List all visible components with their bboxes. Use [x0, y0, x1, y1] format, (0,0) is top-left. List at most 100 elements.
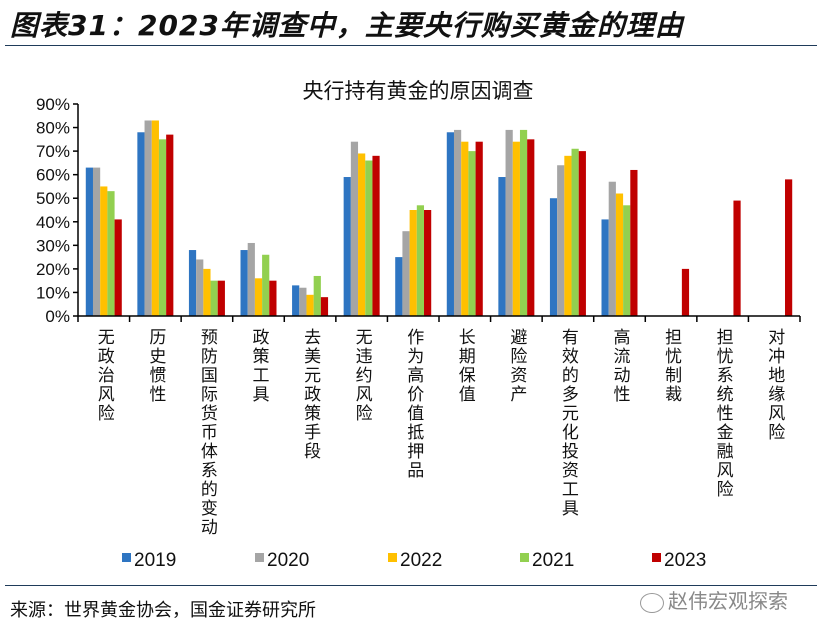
bar-2019	[446, 132, 454, 316]
x-category-label: 避险资产	[506, 328, 527, 404]
bar-2023	[320, 297, 329, 316]
bar-2022	[306, 294, 314, 316]
y-tick-label: 80%	[36, 119, 70, 138]
bar-2022	[254, 278, 263, 316]
bar-2022	[151, 120, 159, 316]
wechat-icon	[640, 592, 664, 613]
figure-title: 图表31：2023年调查中，主要央行购买黄金的理由	[10, 9, 684, 42]
x-category-label: 作为高价值抵押品	[403, 328, 424, 480]
legend-swatch-2023	[652, 553, 661, 562]
bar-2022	[203, 268, 211, 316]
watermark: 赵伟宏观探索	[640, 585, 788, 614]
bar-2023	[269, 280, 277, 316]
bar-2021	[107, 191, 115, 316]
bar-2020	[144, 120, 152, 316]
bar-2023	[578, 151, 586, 316]
bar-2022	[409, 210, 417, 316]
bar-2020	[557, 165, 565, 316]
bar-2020	[608, 181, 616, 316]
bar-2022	[564, 155, 572, 316]
legend-label: 2020	[267, 550, 309, 571]
chart-title: 央行持有黄金的原因调查	[303, 79, 534, 103]
watermark-text: 赵伟宏观探索	[668, 589, 788, 613]
y-tick-label: 70%	[36, 142, 70, 161]
bar-2021	[210, 280, 218, 316]
y-tick-label: 40%	[36, 213, 70, 232]
y-tick-label: 10%	[36, 283, 70, 302]
x-category-label: 对冲地缘风险	[764, 328, 785, 442]
legend-label: 2022	[400, 550, 442, 571]
x-category-label: 无违约风险	[352, 328, 373, 423]
y-tick-label: 90%	[36, 95, 70, 114]
legend-swatch-2021	[520, 553, 529, 562]
bar-2020	[92, 167, 101, 316]
source-note: 来源：世界黄金协会，国金证券研究所	[10, 600, 316, 621]
x-category-label: 担忧制裁	[661, 328, 682, 404]
x-category-label: 政策工具	[249, 328, 270, 404]
bar-2023	[681, 268, 690, 316]
legend-swatch-2020	[255, 553, 264, 562]
bar-2019	[188, 250, 197, 316]
bar-2020	[299, 287, 307, 316]
bar-2022	[512, 141, 520, 316]
legend-label: 2019	[134, 550, 176, 571]
bar-2023	[630, 169, 638, 316]
bar-2021	[365, 160, 373, 316]
legend-label: 2021	[532, 550, 574, 571]
x-category-label: 去美元政策手段	[300, 328, 321, 461]
x-category-label: 高流动性	[610, 328, 631, 404]
x-axis: 无政治风险 历史惯性 预防国际货币体系的变动 政策工具 去美元政策手段 无违约风险 作为高价…	[77, 315, 801, 537]
legend-swatch-2019	[122, 553, 131, 562]
bar-2023	[733, 200, 741, 316]
legend-label: 2023	[664, 550, 706, 571]
y-tick-label: 20%	[36, 260, 70, 279]
bar-2020	[247, 242, 255, 316]
bar-2021	[519, 129, 528, 316]
y-tick-label: 60%	[36, 166, 70, 185]
bar-2019	[85, 167, 93, 316]
bar-2019	[240, 250, 248, 316]
bar-2020	[196, 259, 204, 316]
x-category-label: 有效的多元化投资工具	[558, 328, 579, 518]
bar-2023	[527, 139, 535, 316]
bar-2020	[350, 141, 359, 316]
bar-2019	[292, 285, 300, 316]
bar-2022	[358, 153, 366, 316]
bar-2022	[100, 186, 108, 316]
bar-2019	[137, 132, 145, 316]
y-tick-label: 0%	[45, 307, 70, 326]
x-category-label: 担忧系统性金融风险	[713, 328, 734, 499]
bar-2020	[402, 231, 410, 316]
bar-2019	[549, 198, 558, 316]
legend-swatch-2022	[388, 553, 397, 562]
bar-2021	[313, 275, 321, 316]
legend: 2019 2020 2022 2021 2023	[122, 550, 706, 571]
x-category-label: 预防国际货币体系的变动	[197, 328, 218, 537]
bar-2022	[461, 141, 469, 316]
bar-2019	[498, 177, 506, 316]
y-tick-label: 50%	[36, 189, 70, 208]
bar-2019	[343, 177, 351, 316]
bar-2021	[158, 139, 167, 316]
bar-2022	[615, 193, 624, 316]
x-category-label: 长期保值	[455, 328, 476, 404]
bar-2020	[505, 129, 513, 316]
bar-2020	[453, 129, 462, 316]
x-category-label: 无政治风险	[94, 328, 115, 423]
y-tick-label: 30%	[36, 236, 70, 255]
footer-divider	[5, 585, 817, 586]
bar-2021	[571, 148, 579, 316]
bar-chart: 央行持有黄金的原因调查 0% 10% 20% 30% 40% 50% 60% 70% 80% 90…	[36, 79, 801, 571]
bar-2019	[601, 219, 609, 316]
bar-2023	[114, 219, 122, 316]
bar-2023	[424, 210, 432, 316]
bar-2023	[785, 179, 793, 316]
bar-2023	[166, 134, 174, 316]
bar-2019	[395, 257, 403, 316]
bars	[85, 120, 793, 316]
bar-2023	[475, 141, 483, 316]
x-category-label: 历史惯性	[145, 328, 166, 404]
bar-2021	[468, 151, 476, 316]
bar-2023	[217, 280, 225, 316]
header-divider	[5, 45, 817, 46]
